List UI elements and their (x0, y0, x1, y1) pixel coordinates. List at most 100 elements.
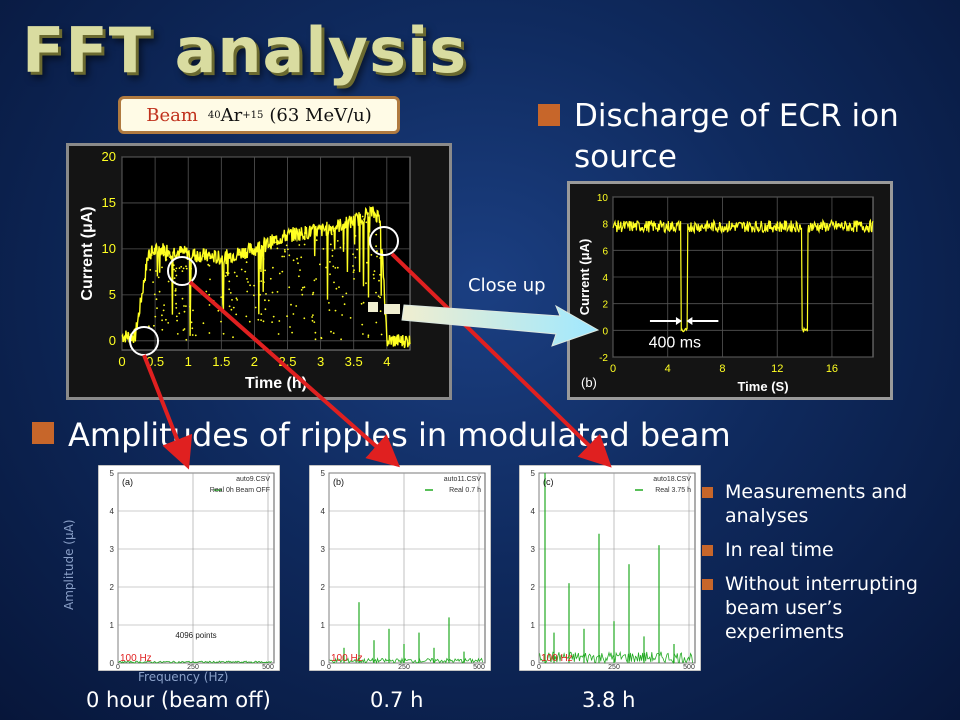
data-point (342, 242, 345, 245)
data-point (311, 319, 314, 322)
tick-label: 16 (826, 363, 838, 375)
data-point (315, 239, 318, 242)
list-item-text: In real time (725, 539, 834, 561)
data-point (174, 289, 177, 292)
data-point (228, 288, 231, 291)
legend-entry: Real 0h Beam OFF (210, 487, 270, 494)
data-point (262, 271, 264, 274)
data-point (190, 267, 192, 270)
data-point (264, 299, 266, 302)
data-point (320, 336, 323, 339)
data-point (260, 319, 262, 321)
data-point (272, 315, 275, 318)
data-point (278, 272, 281, 275)
data-point (185, 338, 188, 341)
data-point (311, 316, 313, 318)
data-point (352, 265, 354, 267)
data-point (168, 251, 171, 253)
beam-mass-number: 40 (207, 109, 221, 121)
data-point (175, 267, 178, 270)
data-point (329, 261, 331, 263)
data-point (161, 314, 163, 317)
annotation-arrowhead (686, 317, 693, 325)
tick-label: 0 (327, 664, 331, 671)
data-point (224, 275, 227, 277)
data-point (221, 262, 224, 264)
tick-label: 0 (537, 664, 541, 671)
data-point (167, 322, 170, 324)
legend-entry: Real 0.7 h (449, 487, 481, 494)
data-point (313, 321, 316, 323)
data-point (373, 270, 376, 272)
tick-label: 250 (398, 664, 410, 671)
data-point (365, 221, 368, 224)
data-point (311, 293, 314, 296)
data-point (303, 286, 306, 288)
data-point (156, 307, 158, 310)
data-point (336, 266, 339, 269)
data-point (153, 324, 155, 327)
tick-label: 0 (321, 659, 326, 668)
data-point (174, 288, 177, 290)
data-point (329, 273, 331, 276)
data-point (232, 306, 235, 309)
data-point (190, 321, 193, 324)
fft-xlabel: Frequency (Hz) (138, 670, 229, 684)
panel-label: (b) (581, 375, 597, 390)
tick-label: 3 (321, 545, 326, 554)
data-point (235, 297, 238, 300)
beam-energy: (63 MeV/u) (269, 104, 372, 126)
data-point (379, 257, 381, 259)
data-point (162, 309, 165, 312)
tick-label: 0 (110, 659, 115, 668)
note-label: 4096 points (175, 631, 216, 640)
tick-label: 3 (110, 545, 115, 554)
tick-label: 500 (683, 664, 695, 671)
data-point (265, 293, 267, 295)
data-point (173, 277, 176, 279)
file-name: auto11.CSV (444, 476, 482, 483)
data-point (174, 294, 177, 296)
tick-label: 0 (610, 363, 616, 375)
data-point (230, 308, 233, 311)
beam-charge: +15 (242, 109, 264, 121)
data-point (281, 255, 284, 258)
data-point (245, 261, 248, 264)
data-point (185, 305, 187, 307)
y-axis-label: Current (μA) (577, 239, 592, 316)
data-point (281, 270, 284, 273)
plot-area (117, 472, 275, 664)
list-item: Without interrupting beam user’s experim… (702, 572, 957, 644)
data-point (220, 320, 222, 323)
data-point (299, 269, 301, 271)
bullet-square-icon (32, 422, 54, 444)
data-point (249, 284, 252, 287)
data-point (174, 270, 177, 272)
data-point (334, 267, 337, 269)
data-point (334, 309, 337, 312)
data-point (205, 290, 208, 293)
data-point (232, 336, 234, 339)
data-point (379, 273, 381, 276)
tick-label: 3.5 (345, 354, 363, 369)
data-point (152, 281, 154, 283)
data-point (178, 267, 181, 269)
data-point (303, 317, 306, 320)
tick-label: 8 (719, 363, 725, 375)
data-point (298, 275, 300, 278)
list-item-text: Measurements and analyses (725, 481, 908, 527)
data-point (372, 273, 375, 276)
data-point (175, 274, 178, 277)
data-point (333, 281, 335, 284)
beam-element: Ar (220, 104, 243, 126)
data-point (236, 275, 238, 277)
data-point (260, 280, 263, 282)
data-point (379, 310, 382, 313)
data-point (365, 282, 367, 285)
data-point (245, 315, 248, 318)
current-trace (612, 218, 874, 333)
data-point (284, 250, 286, 253)
data-point (156, 252, 159, 255)
data-point (208, 264, 211, 267)
